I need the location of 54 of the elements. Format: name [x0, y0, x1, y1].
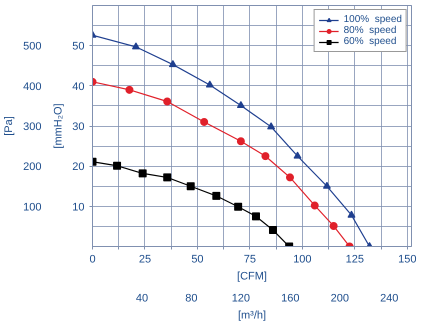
- point: [200, 118, 208, 126]
- x2-tick-label: 200: [330, 292, 349, 304]
- x-tick-label: 25: [138, 254, 152, 266]
- x-tick-label: 100: [293, 254, 312, 266]
- point: [286, 173, 294, 182]
- y2-tick-label: 10: [72, 201, 85, 214]
- point: [113, 162, 122, 170]
- point: [212, 192, 220, 200]
- point: [347, 210, 356, 218]
- x2-tick-label: 40: [136, 292, 148, 304]
- y-tick-label: 300: [23, 121, 42, 133]
- point: [294, 152, 302, 159]
- x2-tick-label: 240: [380, 292, 398, 304]
- point: [186, 182, 195, 190]
- point: [261, 152, 270, 160]
- y2-tick-label: 20: [72, 161, 85, 174]
- x-axis-title: [CFM]: [237, 270, 267, 282]
- point: [310, 202, 319, 210]
- point: [125, 86, 134, 94]
- point: [322, 182, 331, 189]
- y-tick-label: 500: [23, 40, 42, 53]
- y-tick-label: 100: [23, 201, 42, 214]
- x2-axis-title: [m³/h]: [238, 310, 266, 322]
- legend-label: 100% speed: [344, 14, 402, 25]
- point: [252, 212, 260, 220]
- point: [236, 100, 245, 108]
- x2-tick-label: 80: [185, 292, 198, 304]
- legend-label: 60% speed: [344, 36, 396, 47]
- x-tick-label: 75: [244, 254, 256, 266]
- y-tick-label: 200: [23, 161, 42, 174]
- point: [163, 173, 172, 182]
- point: [267, 122, 276, 130]
- point: [234, 202, 242, 211]
- y2-tick-label: 30: [72, 121, 85, 133]
- point: [236, 137, 245, 146]
- point: [138, 169, 147, 178]
- y2-tick-label: 40: [72, 80, 85, 93]
- point: [163, 98, 172, 106]
- y2-tick-label: 50: [72, 40, 85, 53]
- x2-tick-label: 160: [281, 292, 300, 304]
- y-tick-label: 400: [23, 80, 42, 93]
- y-axis-title: [Pa]: [3, 116, 16, 136]
- legend-label: 80% speed: [344, 25, 396, 36]
- point: [268, 226, 277, 234]
- point: [330, 222, 338, 230]
- x-tick-label: 125: [346, 254, 364, 266]
- point: [206, 80, 214, 88]
- point: [132, 42, 140, 50]
- x-tick-label: 0: [89, 254, 96, 266]
- x2-tick-label: 120: [232, 292, 250, 304]
- point: [168, 60, 177, 68]
- x-tick-label: 150: [398, 254, 416, 266]
- y2-axis-title: [mmH₂O]: [52, 103, 64, 149]
- x-tick-label: 50: [191, 254, 204, 266]
